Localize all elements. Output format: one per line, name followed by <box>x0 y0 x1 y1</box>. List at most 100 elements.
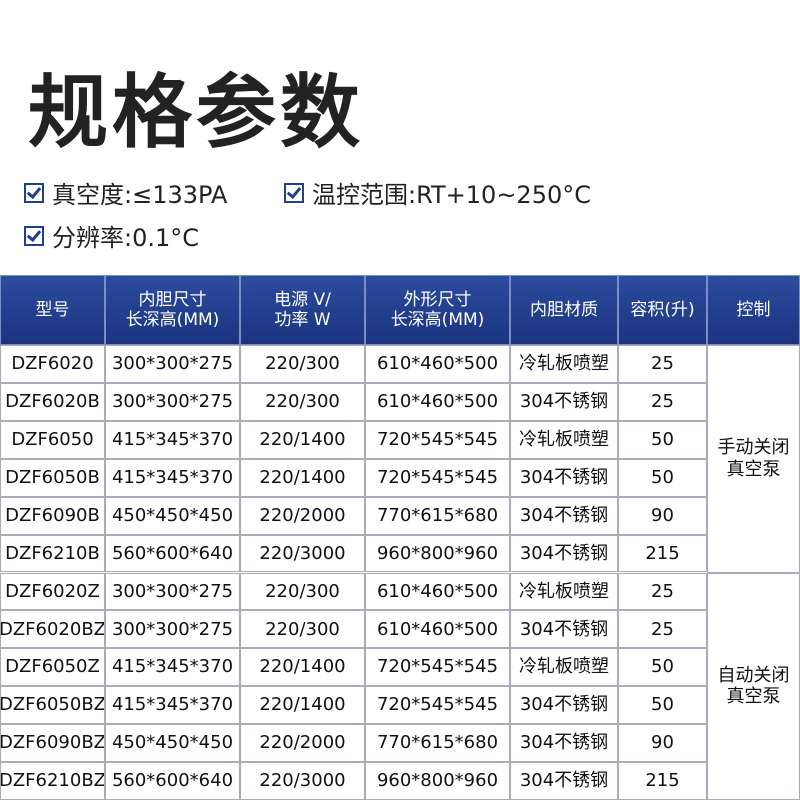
cell-text: 220/1400 <box>259 656 346 678</box>
table-cell: 770*615*680 <box>365 724 510 763</box>
table-cell: DZF6020Z <box>0 572 105 611</box>
table-cell: 300*300*275 <box>105 610 240 649</box>
cell-text: 560*600*640 <box>111 542 234 564</box>
table-cell: 415*345*370 <box>105 686 240 725</box>
cell-text: 304不锈钢 <box>519 542 609 564</box>
table-cell: DZF6020BZ <box>0 610 105 649</box>
spec-text: 真空度:≤133PA <box>52 181 228 209</box>
header-text: 长深高(MM) <box>125 310 220 330</box>
table-cell: 220/300 <box>240 345 365 383</box>
table-cell: DZF6050B <box>0 458 105 497</box>
table-cell: 560*600*640 <box>105 762 240 800</box>
checkbox-icon <box>284 182 304 203</box>
table-cell: 50 <box>618 686 707 725</box>
table-cell: 215 <box>618 534 707 573</box>
cell-text: 300*300*275 <box>111 353 234 375</box>
table-cell: DZF6090B <box>0 496 105 535</box>
header-cell: 控制 <box>707 275 800 345</box>
control-text: 自动关闭 <box>717 664 790 686</box>
table-cell: 220/1400 <box>240 420 365 459</box>
control-text: 手动关闭 <box>717 437 790 459</box>
cell-text: 450*450*450 <box>111 732 234 754</box>
table-cell: 25 <box>618 345 707 383</box>
table-cell: 610*460*500 <box>365 572 510 611</box>
cell-text: 610*460*500 <box>376 391 499 413</box>
table-cell: 770*615*680 <box>365 496 510 535</box>
title: 规格参数 <box>28 66 364 159</box>
cell-text: 215 <box>645 542 680 564</box>
header-text: 长深高(MM) <box>390 310 485 330</box>
cell-text: 300*300*275 <box>111 580 234 602</box>
cell-text: 304不锈钢 <box>519 694 609 716</box>
cell-text: 220/3000 <box>259 770 346 792</box>
cell-text: DZF6050 <box>11 428 94 450</box>
spec-text: 分辨率:0.1°C <box>52 224 200 252</box>
table-cell: 560*600*640 <box>105 534 240 573</box>
table-cell: 冷轧板喷塑 <box>510 572 618 611</box>
table-cell: 720*545*545 <box>365 686 510 725</box>
cell-text: 220/300 <box>265 618 340 640</box>
header-cell: 型号 <box>0 275 105 345</box>
cell-text: 304不锈钢 <box>519 770 609 792</box>
cell-text: 960*800*960 <box>376 542 499 564</box>
cell-text: 560*600*640 <box>111 770 234 792</box>
table-cell: DZF6050 <box>0 420 105 459</box>
cell-text: 720*545*545 <box>376 466 499 488</box>
checkbox-icon <box>24 225 44 246</box>
table-cell: DZF6090BZ <box>0 724 105 763</box>
table-cell: DZF6050Z <box>0 648 105 687</box>
line: 真空泵 <box>727 686 781 708</box>
table-cell: 220/2000 <box>240 724 365 763</box>
cell-text: 415*345*370 <box>111 656 234 678</box>
control-cell: 手动关闭 真空泵 <box>707 345 800 573</box>
cell-text: DZF6090B <box>5 504 100 526</box>
cell-text: 300*300*275 <box>111 391 234 413</box>
cell-text: 220/2000 <box>259 504 346 526</box>
cell-text: 50 <box>651 656 674 678</box>
table-cell: 220/300 <box>240 572 365 611</box>
header-text: 外形尺寸 <box>403 289 472 310</box>
table-cell: 冷轧板喷塑 <box>510 648 618 687</box>
cell-text: 220/300 <box>265 580 340 602</box>
line: 真空泵 <box>727 459 781 481</box>
header-cell: 外形尺寸 长深高(MM) <box>365 275 510 345</box>
cell-text: 610*460*500 <box>376 618 499 640</box>
table-cell: 610*460*500 <box>365 345 510 383</box>
header-text: 电源 V/ <box>274 289 331 310</box>
spec-item: 真空度:≤133PA <box>24 175 227 210</box>
table-cell: 304不锈钢 <box>510 610 618 649</box>
header-cell: 容积(升) <box>618 275 707 345</box>
cell-text: 770*615*680 <box>376 732 499 754</box>
spec-text: 温控范围:RT+10~250°C <box>312 181 591 209</box>
line: 自动关闭 <box>718 665 790 687</box>
cell-text: 415*345*370 <box>111 428 234 450</box>
table-cell: 220/1400 <box>240 648 365 687</box>
cell-text: 冷轧板喷塑 <box>519 656 609 678</box>
table-cell: 220/300 <box>240 382 365 421</box>
cell-text: DZF6020Z <box>5 580 100 602</box>
line: 容积(升) <box>630 300 694 320</box>
cell-text: 220/1400 <box>259 428 346 450</box>
table-cell: 220/1400 <box>240 686 365 725</box>
cell-text: 304不锈钢 <box>519 466 609 488</box>
table-cell: 50 <box>618 420 707 459</box>
table-cell: 300*300*275 <box>105 345 240 383</box>
line: 手动关闭 <box>718 437 790 459</box>
table-cell: 220/2000 <box>240 496 365 535</box>
table-cell: 415*345*370 <box>105 648 240 687</box>
cell-text: 25 <box>651 391 674 413</box>
table-cell: 610*460*500 <box>365 382 510 421</box>
cell-text: 720*545*545 <box>376 428 499 450</box>
cell-text: 25 <box>651 353 674 375</box>
cell-text: 220/2000 <box>259 732 346 754</box>
table-cell: 50 <box>618 458 707 497</box>
table-cell: 25 <box>618 572 707 611</box>
line: 功率 W <box>274 310 330 330</box>
cell-text: 90 <box>651 732 674 754</box>
cell-text: DZF6050BZ <box>0 694 105 716</box>
line: 型号 <box>36 300 70 320</box>
header-text: 控制 <box>736 299 771 320</box>
cell-text: 720*545*545 <box>376 656 499 678</box>
table-cell: 304不锈钢 <box>510 534 618 573</box>
